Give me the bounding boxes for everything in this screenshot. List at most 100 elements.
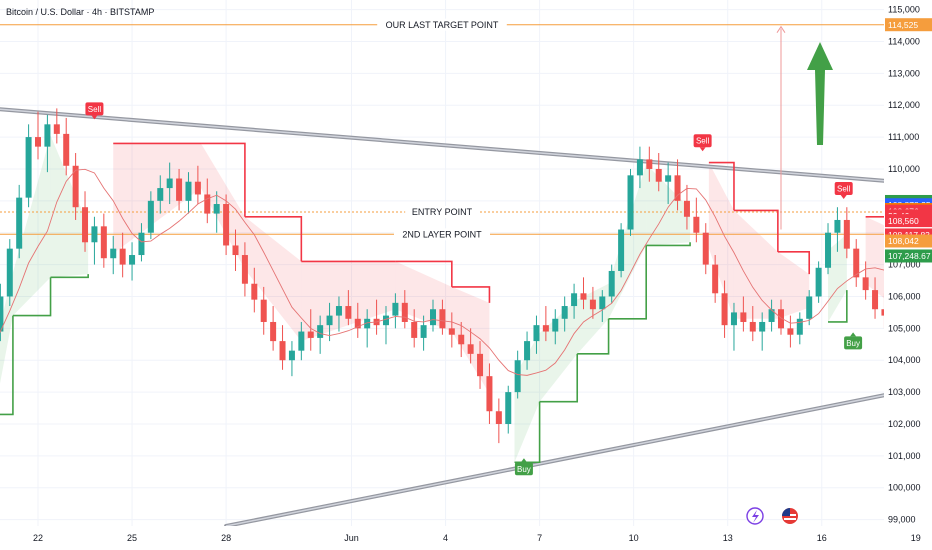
supertrend-fill-segment (708, 162, 734, 319)
signal-text: Buy (517, 465, 531, 474)
supertrend-fill-segment (244, 216, 302, 342)
entry-level-label-bg (405, 205, 479, 218)
y-axis[interactable]: 99,000 100,000 101,000 102,000 103,000 104,00… (884, 0, 932, 550)
us-flag-icon[interactable] (782, 508, 798, 524)
signal-badge (844, 336, 863, 350)
candle-body (599, 296, 606, 310)
y-tick-label: 100,000 (888, 483, 921, 493)
y-tick-label: 103,000 (888, 387, 921, 397)
price-label-bg (885, 234, 932, 248)
y-tick-label: 104,000 (888, 355, 921, 365)
signal-badge (514, 462, 533, 476)
candle-body (608, 270, 615, 297)
supertrend-segment (12, 277, 52, 317)
supertrend-fill-segment (608, 164, 647, 319)
candle-body (345, 306, 352, 319)
candle-body (477, 353, 484, 377)
candle-body (364, 318, 371, 329)
candle-body (147, 200, 154, 233)
candle-body (759, 321, 766, 332)
price-label-bg (885, 249, 932, 263)
signal-pointer (699, 147, 706, 152)
lightning-icon[interactable] (746, 507, 764, 525)
supertrend-segment (608, 245, 647, 320)
candle-body (176, 178, 183, 201)
signal-badge (834, 182, 853, 196)
sell-signal: Sell (85, 102, 104, 120)
candle-body (712, 264, 719, 294)
candle-body (815, 267, 822, 297)
y-tick-label: 105,000 (888, 323, 921, 333)
candle-body (552, 318, 559, 332)
x-axis-bg (0, 526, 932, 550)
supertrend-segment (733, 209, 779, 252)
candle-body (232, 245, 239, 256)
projection-arrow-head (776, 25, 786, 33)
y-axis-bg (884, 0, 932, 550)
candle-body (82, 207, 89, 243)
y-tick-label: 101,000 (888, 451, 921, 461)
y-tick-label: 114,000 (888, 36, 920, 46)
candle-body (825, 232, 832, 268)
candle-body (806, 296, 813, 319)
up-arrow-icon (807, 42, 833, 145)
price-label: 107,248.67 (888, 251, 931, 261)
second-layer-level-label-bg (394, 228, 490, 241)
supertrend-segment (828, 290, 848, 323)
candle-body (467, 344, 474, 354)
candle-body (458, 334, 465, 345)
candle-body (665, 175, 672, 182)
y-tick-label: 112,000 (888, 100, 920, 110)
candle-body (777, 309, 784, 329)
candle-body (138, 232, 145, 256)
x-tick-label: Jun (344, 533, 359, 543)
candle-body (241, 255, 248, 284)
candle-body (129, 255, 136, 265)
supertrend-fill-segment (777, 251, 810, 319)
supertrend-segment (0, 315, 14, 416)
supertrend-line (0, 142, 932, 464)
candle-body (166, 178, 173, 189)
candle-body (72, 165, 79, 208)
x-tick-label: 28 (221, 533, 231, 543)
x-axis[interactable]: 222528Jun4710131619222528Jul471013 (0, 526, 932, 550)
candle-body (749, 321, 756, 332)
candle-body (25, 137, 32, 198)
x-tick-label: 25 (127, 533, 137, 543)
candle-body (683, 200, 690, 217)
candle-body (514, 360, 521, 393)
candle-body (392, 302, 399, 316)
candle-body (44, 124, 51, 147)
candle-body (693, 216, 700, 233)
candle-body (213, 204, 220, 214)
candle-body (655, 168, 662, 182)
y-tick-label: 113,000 (888, 68, 920, 78)
horizontal-levels[interactable]: OUR LAST TARGET POINT ENTRY POINT 2ND LAYE… (0, 18, 884, 241)
second-layer-level-label: 2ND LAYER POINT (402, 230, 482, 240)
candle-body (382, 315, 389, 326)
candle-body (448, 328, 455, 335)
candle-body (100, 226, 107, 259)
candle-body (768, 309, 775, 322)
candle-body (16, 197, 23, 249)
target-level-label-bg (377, 18, 507, 31)
candle-body (834, 219, 841, 233)
candle-body (223, 204, 230, 246)
y-tick-label: 115,000 (888, 5, 920, 15)
candle-body (636, 159, 643, 176)
price-labels: 114,525108,980108,878.25108,727108,67639… (885, 18, 932, 263)
supertrend-fill-segment (12, 135, 51, 316)
candle-body (0, 296, 4, 332)
y-tick-label: 107,000 (888, 260, 921, 270)
supertrend-segment (395, 260, 453, 287)
candle-body (317, 325, 324, 338)
candle-body (524, 341, 531, 361)
x-tick-label: 22 (33, 533, 43, 543)
candle-body (730, 312, 737, 326)
x-tick-label: 10 (629, 533, 639, 543)
candles (0, 108, 932, 444)
sell-signal: Sell (834, 182, 853, 200)
candle-body (505, 392, 512, 424)
